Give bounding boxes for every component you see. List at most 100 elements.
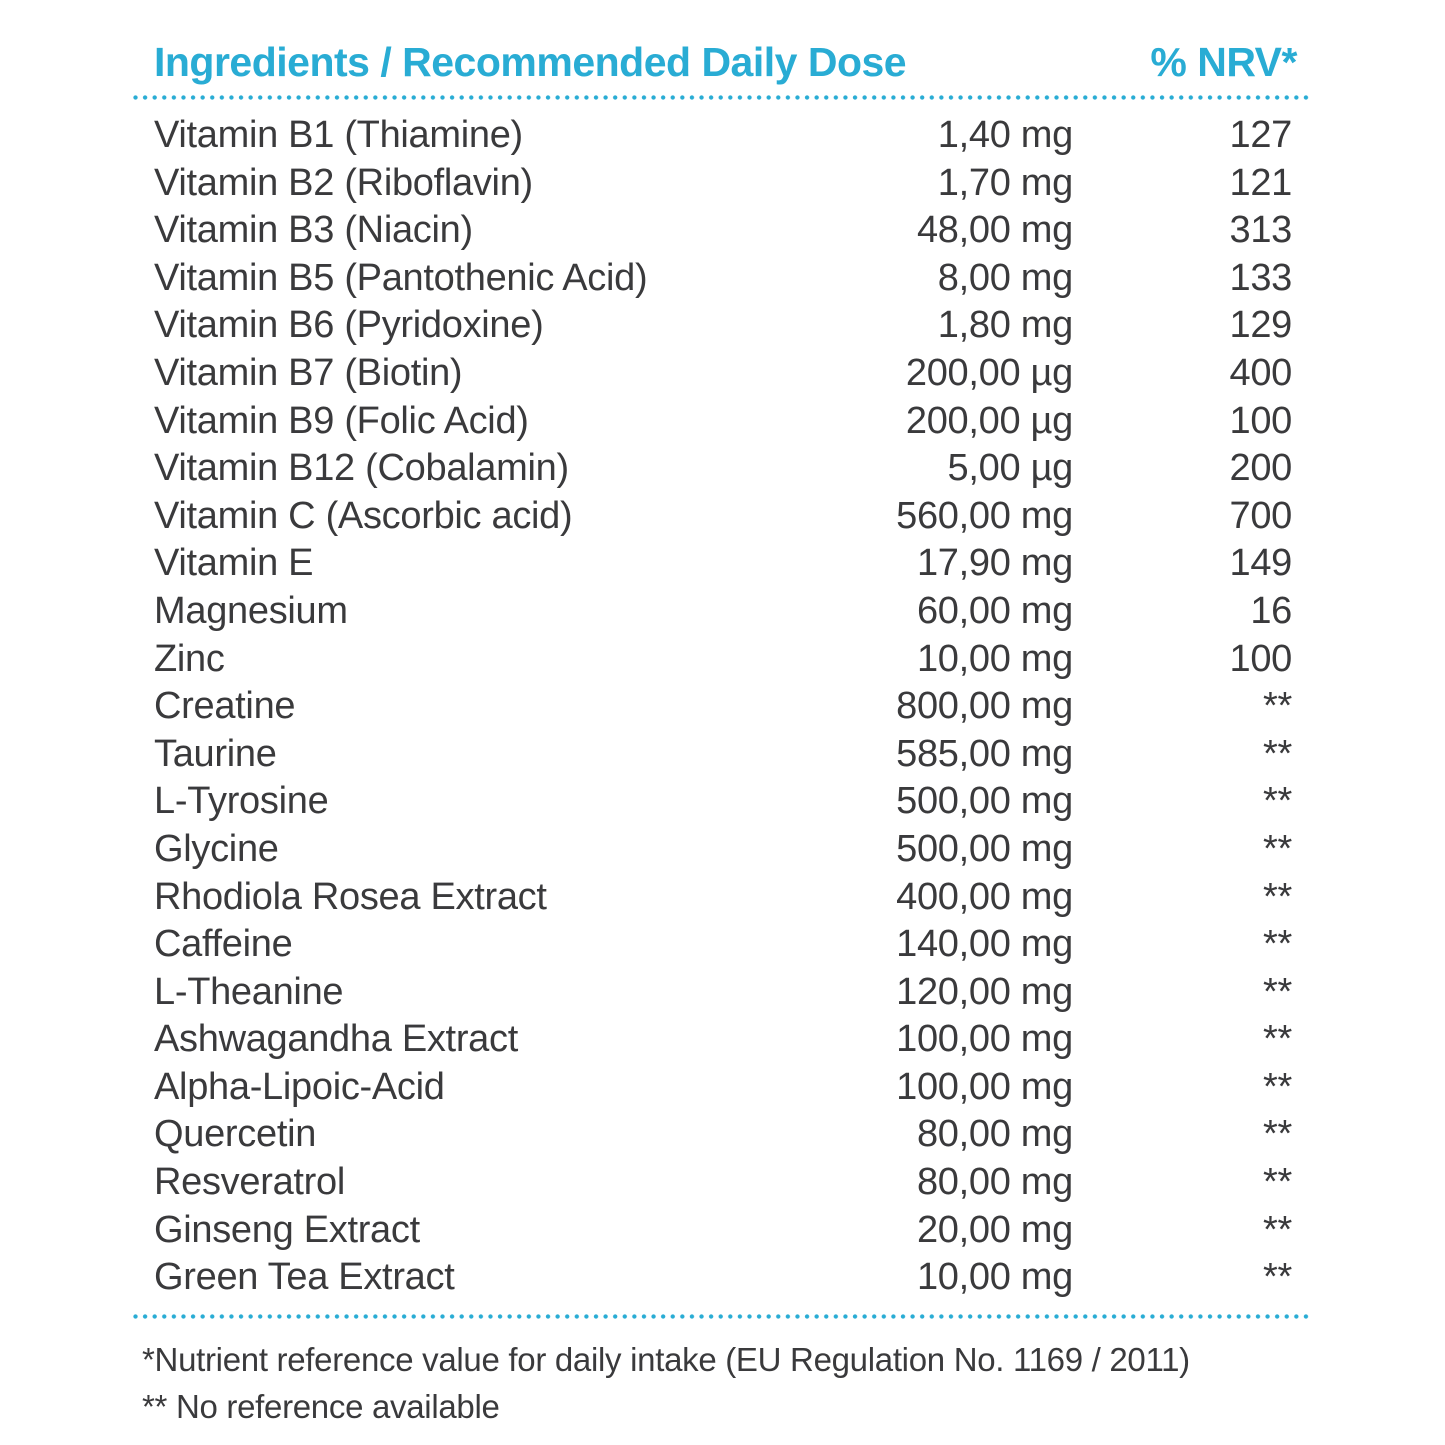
ingredient-name: Glycine	[154, 827, 279, 870]
table-row: Creatine 800,00 mg **	[133, 683, 1312, 731]
table-row: Vitamin B9 (Folic Acid) 200,00 µg 100	[133, 398, 1312, 446]
ingredient-nrv: 133	[1229, 256, 1292, 299]
ingredient-rows: Vitamin B1 (Thiamine) 1,40 mg 127 Vitami…	[133, 100, 1312, 1302]
ingredient-amount: 1,40 mg	[937, 114, 1074, 156]
ingredient-nrv: **	[1263, 1161, 1292, 1204]
ingredient-amount: 48,00 mg	[916, 209, 1073, 252]
table-row: Quercetin 80,00 mg **	[133, 1111, 1312, 1159]
ingredient-amount: 500,00 mg	[896, 780, 1073, 823]
ingredient-name: Ashwagandha Extract	[154, 1018, 518, 1061]
ingredient-name: Vitamin B12 (Cobalamin)	[154, 447, 569, 490]
ingredient-name: Vitamin C (Ascorbic acid)	[154, 494, 573, 537]
ingredient-name: Caffeine	[154, 923, 293, 966]
ingredient-name: Green Tea Extract	[154, 1256, 455, 1299]
ingredient-nrv: **	[1263, 875, 1292, 918]
ingredient-amount: 1,70 mg	[937, 161, 1074, 204]
ingredient-amount: 80,00 mg	[916, 1113, 1073, 1156]
nrv-column-header: % NRV*	[1150, 39, 1297, 85]
footnote-nrv-definition: *Nutrient reference value for daily inta…	[142, 1340, 1190, 1378]
ingredient-nrv: **	[1263, 827, 1292, 870]
ingredient-nrv: 313	[1229, 209, 1292, 252]
table-row: Ashwagandha Extract 100,00 mg **	[133, 1016, 1312, 1064]
ingredient-name: Alpha-Lipoic-Acid	[154, 1065, 445, 1108]
ingredient-amount: 5,00 µg	[947, 447, 1074, 490]
ingredient-name: Quercetin	[154, 1113, 317, 1156]
ingredient-nrv: **	[1263, 1018, 1292, 1061]
header-divider	[133, 95, 1312, 100]
ingredient-amount: 100,00 mg	[896, 1018, 1073, 1061]
ingredient-amount: 20,00 mg	[916, 1208, 1073, 1251]
ingredient-nrv: 100	[1229, 399, 1292, 442]
ingredient-name: Vitamin B5 (Pantothenic Acid)	[154, 256, 648, 299]
supplement-facts-table: Ingredients / Recommended Daily Dose % N…	[133, 38, 1312, 1430]
ingredient-name: Taurine	[154, 732, 277, 775]
ingredient-nrv: **	[1263, 685, 1292, 728]
table-row: Vitamin E 17,90 mg 149	[133, 540, 1312, 588]
ingredient-name: Vitamin B9 (Folic Acid)	[154, 399, 529, 442]
table-row: Vitamin B2 (Riboflavin) 1,70 mg 121	[133, 160, 1312, 208]
table-row: Vitamin B6 (Pyridoxine) 1,80 mg 129	[133, 302, 1312, 350]
footnotes: *Nutrient reference value for daily inta…	[133, 1336, 1312, 1430]
ingredient-amount: 8,00 mg	[937, 256, 1074, 299]
ingredient-amount: 585,00 mg	[896, 732, 1073, 775]
table-row: Caffeine 140,00 mg **	[133, 921, 1312, 969]
table-row: Green Tea Extract 10,00 mg **	[133, 1254, 1312, 1302]
table-row: Vitamin B12 (Cobalamin) 5,00 µg 200	[133, 445, 1312, 493]
ingredient-amount: 10,00 mg	[916, 1256, 1073, 1299]
ingredient-name: Zinc	[154, 637, 225, 680]
ingredient-amount: 60,00 mg	[916, 589, 1073, 632]
ingredient-amount: 800,00 mg	[896, 685, 1073, 728]
ingredient-nrv: 129	[1229, 304, 1292, 347]
footer-divider	[133, 1313, 1312, 1319]
table-row: Vitamin B7 (Biotin) 200,00 µg 400	[133, 350, 1312, 398]
ingredient-name: Vitamin B3 (Niacin)	[154, 209, 473, 252]
ingredient-amount: 400,00 mg	[896, 875, 1073, 918]
ingredient-nrv: **	[1263, 1113, 1292, 1156]
ingredient-name: Vitamin B6 (Pyridoxine)	[154, 304, 544, 347]
ingredient-amount: 17,90 mg	[916, 542, 1073, 585]
ingredient-name: Magnesium	[154, 589, 348, 632]
ingredients-column-header: Ingredients / Recommended Daily Dose	[154, 39, 907, 85]
ingredient-amount: 140,00 mg	[896, 923, 1073, 966]
ingredient-nrv: 200	[1229, 447, 1292, 490]
table-row: Alpha-Lipoic-Acid 100,00 mg **	[133, 1064, 1312, 1112]
ingredient-amount: 10,00 mg	[916, 637, 1073, 680]
ingredient-name: L-Theanine	[154, 970, 344, 1013]
ingredient-nrv: **	[1263, 1065, 1292, 1108]
ingredient-nrv: **	[1263, 1208, 1292, 1251]
ingredient-nrv: **	[1263, 780, 1292, 823]
ingredient-nrv: 127	[1229, 114, 1292, 156]
ingredient-amount: 560,00 mg	[896, 494, 1073, 537]
ingredient-nrv: **	[1263, 923, 1292, 966]
ingredient-nrv: 400	[1229, 351, 1292, 394]
table-row: Vitamin C (Ascorbic acid) 560,00 mg 700	[133, 493, 1312, 541]
ingredient-name: Vitamin B2 (Riboflavin)	[154, 161, 533, 204]
ingredient-nrv: 121	[1229, 161, 1292, 204]
table-row: Resveratrol 80,00 mg **	[133, 1159, 1312, 1207]
ingredient-nrv: **	[1263, 732, 1292, 775]
ingredient-name: Ginseng Extract	[154, 1208, 420, 1251]
ingredient-name: Creatine	[154, 685, 296, 728]
ingredient-name: Rhodiola Rosea Extract	[154, 875, 547, 918]
ingredient-amount: 120,00 mg	[896, 970, 1073, 1013]
ingredient-amount: 200,00 µg	[905, 399, 1073, 442]
ingredient-amount: 500,00 mg	[896, 827, 1073, 870]
ingredient-name: Vitamin B7 (Biotin)	[154, 351, 463, 394]
table-header: Ingredients / Recommended Daily Dose % N…	[133, 38, 1312, 86]
ingredient-name: L-Tyrosine	[154, 780, 329, 823]
table-row: Taurine 585,00 mg **	[133, 731, 1312, 779]
footnote-no-reference: ** No reference available	[142, 1387, 500, 1425]
ingredient-amount: 200,00 µg	[905, 351, 1073, 394]
ingredient-nrv: 700	[1229, 494, 1292, 537]
table-row: Vitamin B1 (Thiamine) 1,40 mg 127	[133, 112, 1312, 160]
table-row: Ginseng Extract 20,00 mg **	[133, 1207, 1312, 1255]
ingredient-nrv: **	[1263, 970, 1292, 1013]
ingredient-nrv: 16	[1250, 589, 1292, 632]
ingredient-amount: 80,00 mg	[916, 1161, 1073, 1204]
table-row: Glycine 500,00 mg **	[133, 826, 1312, 874]
ingredient-name: Resveratrol	[154, 1161, 345, 1204]
ingredient-nrv: 149	[1229, 542, 1292, 585]
ingredient-amount: 1,80 mg	[937, 304, 1074, 347]
table-row: Vitamin B3 (Niacin) 48,00 mg 313	[133, 207, 1312, 255]
table-row: Vitamin B5 (Pantothenic Acid) 8,00 mg 13…	[133, 255, 1312, 303]
